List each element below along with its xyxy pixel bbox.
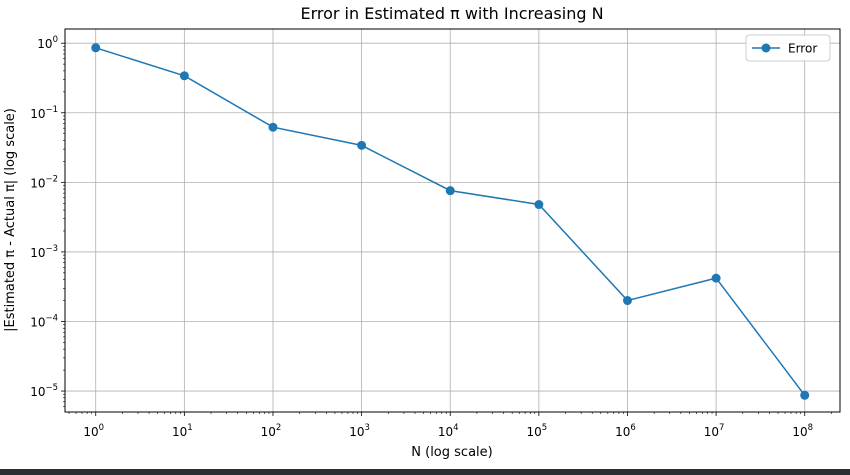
plot-frame	[64, 28, 841, 413]
data-point	[91, 43, 101, 53]
x-axis-label: N (log scale)	[411, 445, 492, 460]
axes: 100 101 102 103 104 105 106 107 108 100 10−1 10−2 10…	[30, 35, 832, 439]
data-point	[179, 71, 189, 81]
x-tick-label: 104	[438, 423, 459, 439]
bottom-toolbar-strip	[0, 469, 850, 475]
data-point	[445, 186, 455, 196]
y-tick-label: 10−5	[30, 383, 58, 399]
y-tick-label: 100	[37, 35, 58, 51]
y-tick-label: 10−3	[30, 244, 58, 260]
y-axis-label: |Estimated π - Actual π| (log scale)	[3, 108, 18, 332]
x-tick-label: 101	[172, 423, 193, 439]
y-tick-label: 10−1	[30, 105, 58, 121]
legend-label: Error	[788, 42, 817, 56]
data-point	[711, 273, 721, 283]
x-tick-label: 107	[704, 423, 725, 439]
legend-box	[745, 34, 831, 62]
x-tick-label: 106	[615, 423, 636, 439]
x-tick-label: 105	[527, 423, 548, 439]
y-tick-label: 10−4	[30, 313, 58, 329]
data-series	[91, 43, 810, 400]
grid	[65, 29, 840, 412]
y-tick-label: 10−2	[30, 174, 58, 190]
data-point	[357, 140, 367, 150]
chart-title: Error in Estimated π with Increasing N	[300, 4, 603, 23]
data-point	[268, 122, 278, 132]
x-tick-label: 103	[349, 423, 370, 439]
data-point	[800, 390, 810, 400]
x-tick-label: 102	[261, 423, 282, 439]
x-tick-label: 100	[83, 423, 104, 439]
x-tick-label: 108	[792, 423, 813, 439]
data-point	[622, 296, 632, 306]
data-point	[534, 200, 544, 210]
legend: Error	[745, 34, 831, 62]
legend-marker	[761, 43, 771, 53]
